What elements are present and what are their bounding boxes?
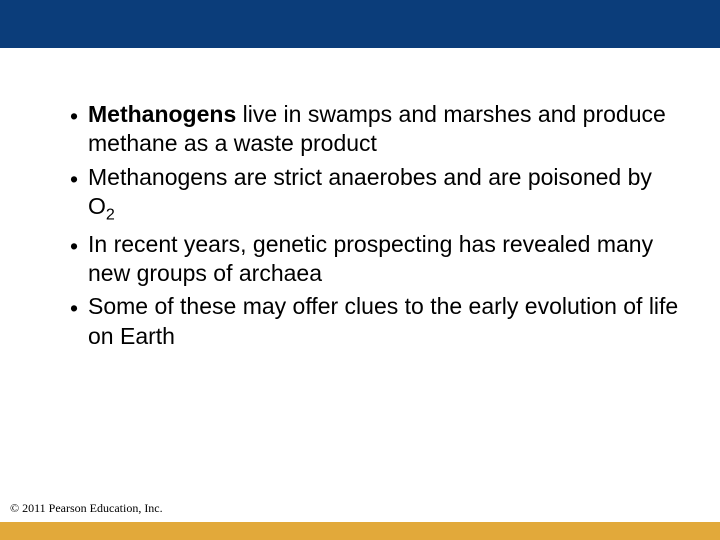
bullet-text: In recent years, genetic prospecting has…	[88, 230, 680, 289]
slide: •Methanogens live in swamps and marshes …	[0, 0, 720, 540]
bullet-text: Methanogens are strict anaerobes and are…	[88, 163, 680, 226]
bullet-item: •In recent years, genetic prospecting ha…	[60, 230, 680, 289]
bullet-bold-prefix: Methanogens	[88, 101, 236, 127]
bullet-marker: •	[60, 163, 88, 194]
bullet-rest: Some of these may offer clues to the ear…	[88, 293, 678, 348]
bullet-text: Methanogens live in swamps and marshes a…	[88, 100, 680, 159]
footer-bar	[0, 522, 720, 540]
bullet-rest: In recent years, genetic prospecting has…	[88, 231, 653, 286]
bullet-marker: •	[60, 292, 88, 323]
bullet-text: Some of these may offer clues to the ear…	[88, 292, 680, 351]
bullet-marker: •	[60, 100, 88, 131]
title-bar	[0, 0, 720, 48]
bullet-list: •Methanogens live in swamps and marshes …	[60, 100, 680, 355]
bullet-rest: Methanogens are strict anaerobes and are…	[88, 164, 652, 219]
bullet-subscript: 2	[106, 206, 115, 224]
bullet-item: •Methanogens are strict anaerobes and ar…	[60, 163, 680, 226]
bullet-item: •Some of these may offer clues to the ea…	[60, 292, 680, 351]
copyright-text: © 2011 Pearson Education, Inc.	[10, 501, 163, 516]
bullet-marker: •	[60, 230, 88, 261]
bullet-item: •Methanogens live in swamps and marshes …	[60, 100, 680, 159]
